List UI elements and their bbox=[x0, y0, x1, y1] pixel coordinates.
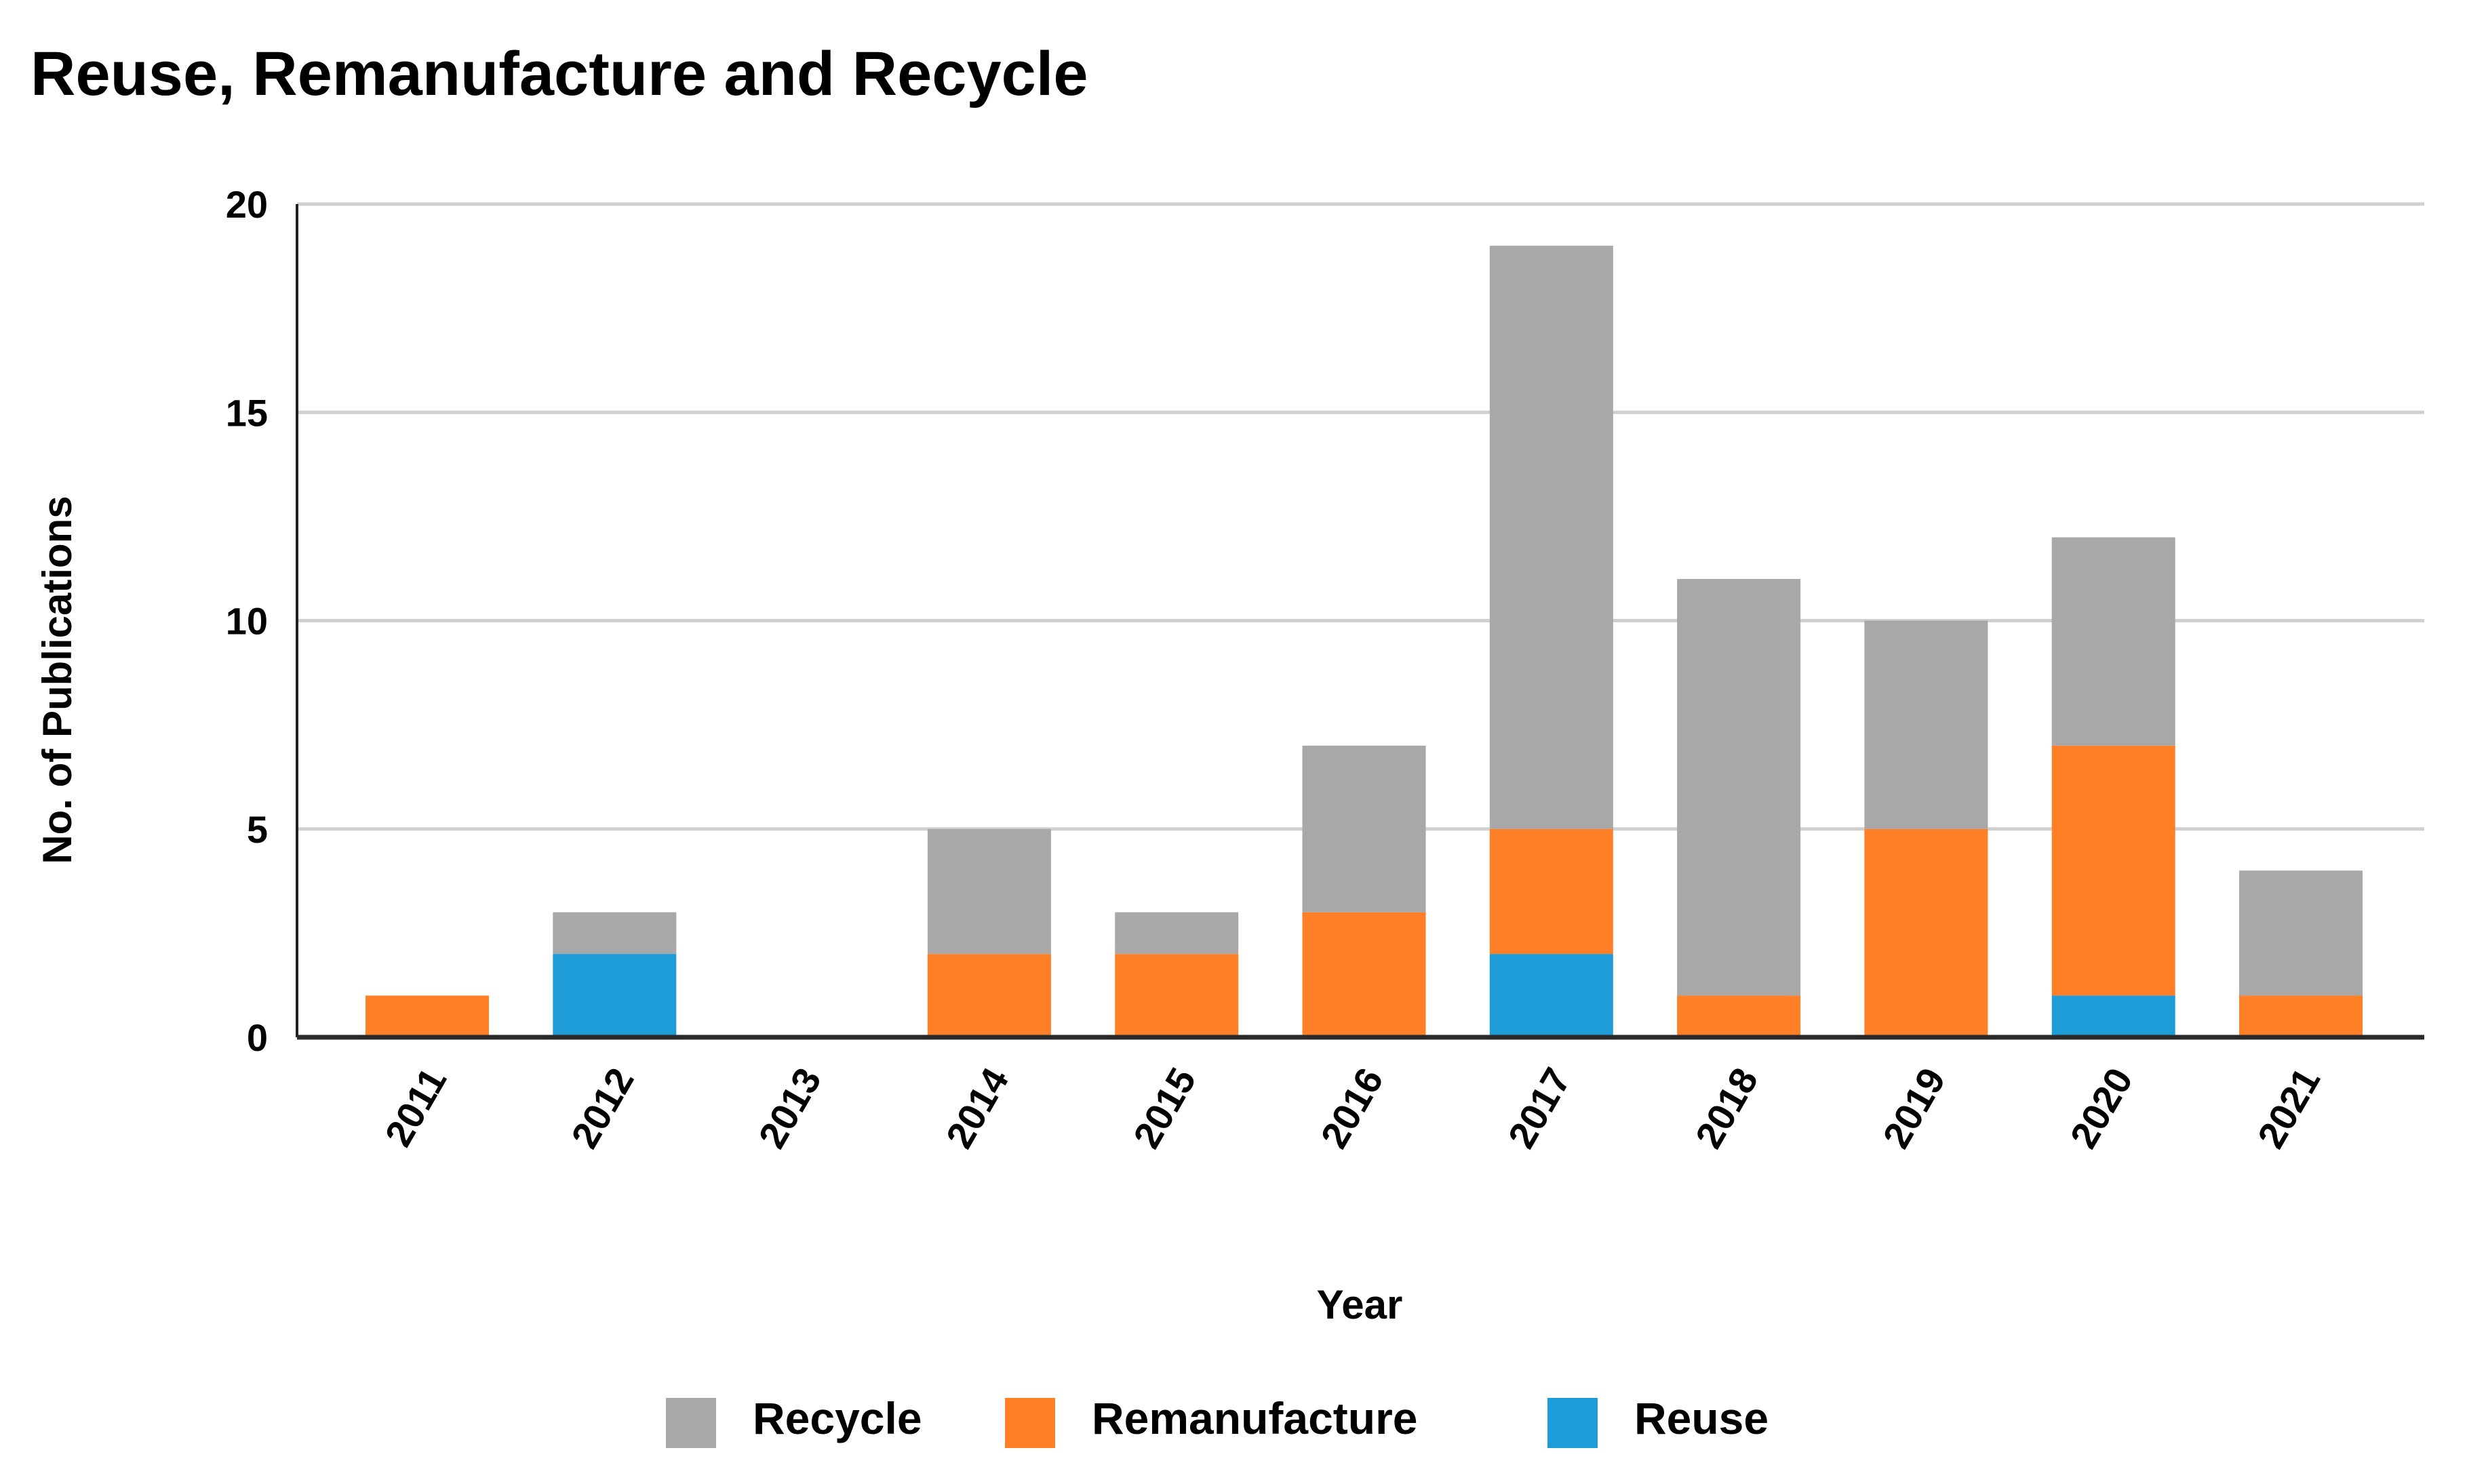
bar-remanufacture-2014 bbox=[927, 954, 1051, 1037]
bar-remanufacture-2017 bbox=[1489, 828, 1613, 955]
bar-recycle-2018 bbox=[1677, 579, 1801, 996]
y-tick-label: 5 bbox=[247, 808, 268, 851]
bar-recycle-2017 bbox=[1489, 245, 1613, 829]
legend-item-recycle: Recycle bbox=[666, 1393, 922, 1448]
bar-recycle-2019 bbox=[1864, 620, 1988, 829]
x-tick-label: 2020 bbox=[2061, 1061, 2141, 1155]
x-tick-label: 2015 bbox=[1125, 1061, 1204, 1155]
bar-recycle-2012 bbox=[553, 912, 677, 955]
legend-item-reuse: Reuse bbox=[1547, 1393, 1769, 1448]
bar-recycle-2021 bbox=[2239, 870, 2363, 996]
legend-label: Recycle bbox=[753, 1393, 922, 1443]
x-tick-label: 2014 bbox=[937, 1061, 1017, 1155]
legend-label: Remanufacture bbox=[1092, 1393, 1417, 1443]
bar-remanufacture-2018 bbox=[1677, 995, 1801, 1037]
y-tick-labels: 0 5 10 15 20 bbox=[226, 183, 268, 1059]
bar-remanufacture-2011 bbox=[366, 995, 489, 1037]
x-tick-label: 2013 bbox=[750, 1061, 829, 1155]
legend-swatch bbox=[1547, 1398, 1598, 1448]
chart-title: Reuse, Remanufacture and Recycle bbox=[31, 39, 1088, 108]
x-tick-label: 2017 bbox=[1499, 1061, 1579, 1155]
x-tick-label: 2011 bbox=[376, 1061, 454, 1154]
bar-remanufacture-2016 bbox=[1302, 912, 1426, 1037]
bar-reuse-2012 bbox=[553, 954, 677, 1037]
legend: Recycle Remanufacture Reuse bbox=[666, 1393, 1769, 1448]
bars bbox=[366, 245, 2363, 1037]
y-tick-label: 15 bbox=[226, 391, 268, 434]
bar-recycle-2015 bbox=[1115, 912, 1239, 955]
x-axis-label: Year bbox=[1317, 1282, 1403, 1327]
x-tick-label: 2012 bbox=[563, 1061, 642, 1155]
bar-recycle-2016 bbox=[1302, 745, 1426, 913]
y-axis-label: No. of Publications bbox=[35, 496, 80, 864]
bar-remanufacture-2019 bbox=[1864, 828, 1988, 1037]
x-tick-label: 2019 bbox=[1874, 1061, 1954, 1155]
bar-remanufacture-2015 bbox=[1115, 954, 1239, 1037]
bar-reuse-2017 bbox=[1489, 954, 1613, 1037]
legend-swatch bbox=[1005, 1398, 1055, 1448]
bar-remanufacture-2020 bbox=[2051, 745, 2175, 996]
legend-item-remanufacture: Remanufacture bbox=[1005, 1393, 1417, 1448]
legend-swatch bbox=[666, 1398, 716, 1448]
bar-recycle-2020 bbox=[2051, 537, 2175, 746]
legend-label: Reuse bbox=[1634, 1393, 1769, 1443]
y-tick-label: 0 bbox=[247, 1016, 268, 1059]
x-tick-label: 2018 bbox=[1687, 1061, 1767, 1155]
x-tick-label: 2021 bbox=[2249, 1061, 2329, 1155]
bar-remanufacture-2021 bbox=[2239, 995, 2363, 1037]
y-tick-label: 10 bbox=[226, 600, 268, 643]
bar-reuse-2020 bbox=[2051, 995, 2175, 1037]
y-tick-label: 20 bbox=[226, 183, 268, 226]
bar-recycle-2014 bbox=[927, 828, 1051, 955]
x-tick-labels: 2011 2012 2013 2014 2015 2016 2017 2018 2019 2020… bbox=[376, 1061, 2328, 1155]
x-tick-label: 2016 bbox=[1312, 1061, 1392, 1155]
